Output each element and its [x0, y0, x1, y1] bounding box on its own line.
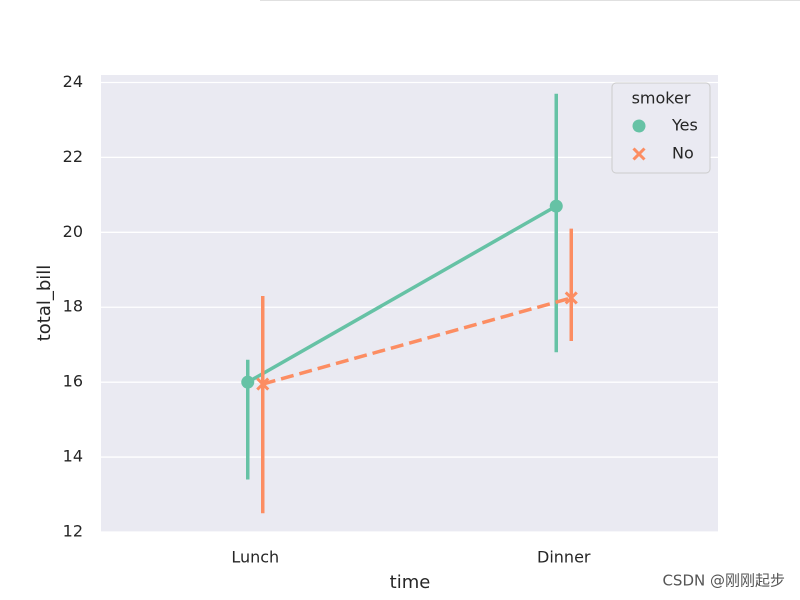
plot: 12 14 16 18 20 22 24 Lunch Dinner smoker Yes No [63, 72, 718, 567]
legend-label: Yes [671, 116, 698, 135]
watermark: CSDN @刚刚起步 [662, 572, 785, 590]
legend-label: No [672, 144, 694, 163]
marker [632, 147, 646, 161]
y-tick-label: 24 [63, 72, 83, 91]
y-tick-label: 16 [63, 372, 83, 391]
x-tick-label: Lunch [231, 548, 279, 567]
legend: smoker Yes No [611, 82, 711, 174]
y-axis-label: total_bill [34, 265, 55, 342]
marker [549, 199, 563, 213]
marker [241, 375, 255, 389]
y-tick-label: 12 [63, 522, 83, 541]
y-tick-label: 18 [63, 297, 83, 316]
marker [564, 291, 578, 305]
marker [632, 119, 646, 133]
series-line [246, 204, 558, 384]
series-line [262, 296, 572, 386]
y-tick-label: 22 [63, 147, 83, 166]
marker [256, 377, 270, 391]
y-tick-label: 14 [63, 447, 83, 466]
x-tick-label: Dinner [537, 548, 591, 567]
legend-title: smoker [632, 89, 691, 108]
x-axis-label: time [390, 572, 431, 593]
y-tick-label: 20 [63, 222, 83, 241]
